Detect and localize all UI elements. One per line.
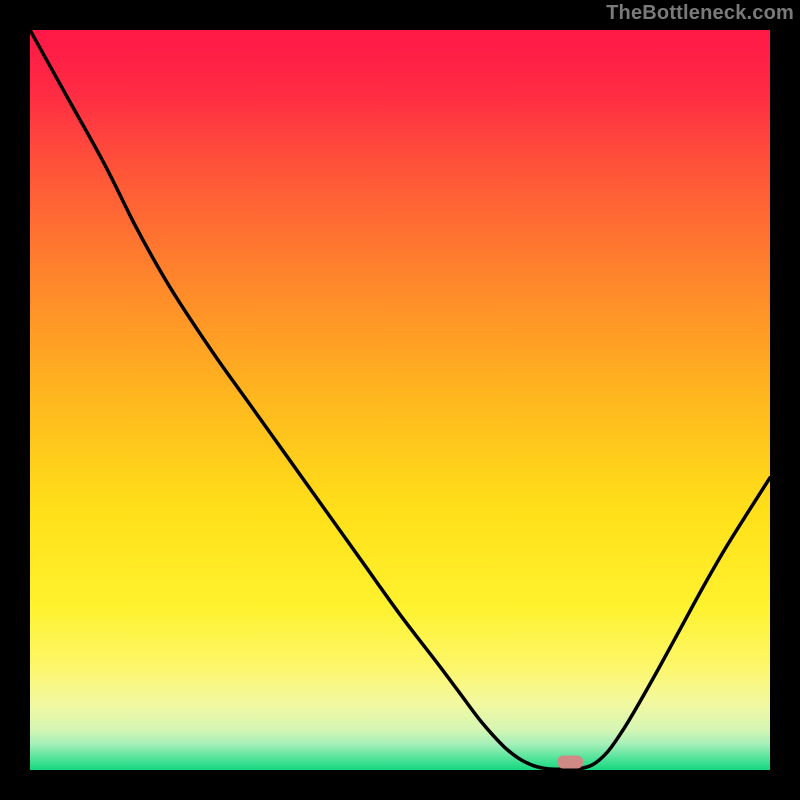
chart-container: TheBottleneck.com [0, 0, 800, 800]
optimal-marker [557, 756, 583, 769]
bottleneck-chart-svg [0, 0, 800, 800]
watermark-text: TheBottleneck.com [606, 2, 794, 25]
chart-background-gradient [30, 30, 770, 770]
